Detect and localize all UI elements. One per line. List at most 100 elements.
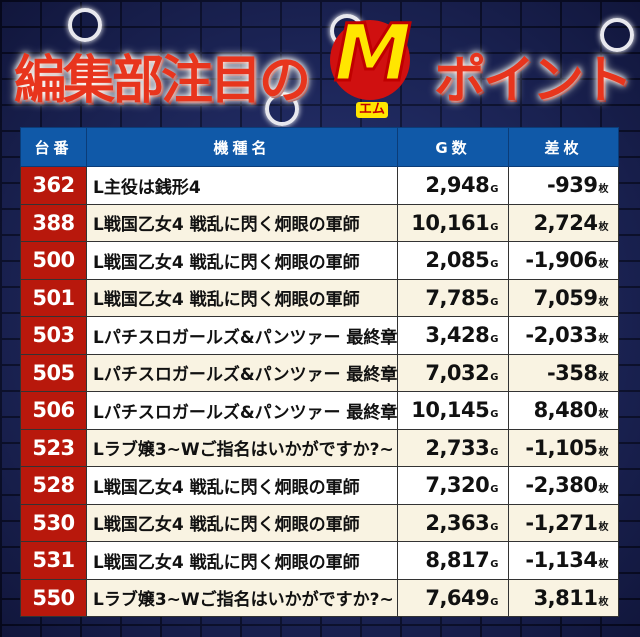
machine-number: 528: [20, 466, 87, 505]
diff-value: -1,105: [525, 435, 598, 460]
games-cell: 7,785G: [397, 278, 509, 317]
games-value: 7,649: [425, 585, 490, 610]
table-row: 505 Lパチスロガールズ&パンツァー 最終章 7,032G -358枚: [20, 353, 619, 392]
games-unit: G: [490, 521, 498, 533]
table-row: 388 L戦国乙女4 戦乱に閃く炯眼の軍師 10,161G 2,724枚: [20, 203, 619, 242]
table-row: 530 L戦国乙女4 戦乱に閃く炯眼の軍師 2,363G -1,271枚: [20, 503, 619, 542]
diff-cell: -1,105枚: [508, 428, 619, 467]
diff-value: 3,811: [533, 585, 598, 610]
games-value: 10,145: [411, 398, 490, 423]
table-header: 台番 機種名 G数 差枚: [20, 127, 619, 167]
diff-value: -1,906: [525, 248, 598, 273]
machine-name: Lパチスロガールズ&パンツァー 最終章: [86, 316, 398, 355]
m-logo: M エム: [312, 13, 430, 126]
games-unit: G: [490, 334, 498, 346]
diff-cell: -1,906枚: [508, 241, 619, 280]
machine-name: L戦国乙女4 戦乱に閃く炯眼の軍師: [86, 241, 398, 280]
machine-number: 523: [20, 428, 87, 467]
diff-unit: 枚: [598, 409, 609, 421]
machine-number: 388: [20, 203, 87, 242]
diff-unit: 枚: [598, 596, 609, 608]
machine-number: 530: [20, 503, 87, 542]
machine-name: L戦国乙女4 戦乱に閃く炯眼の軍師: [86, 466, 398, 505]
games-unit: G: [490, 409, 498, 421]
games-unit: G: [490, 221, 498, 233]
machine-number: 362: [20, 166, 87, 205]
table-row: 506 Lパチスロガールズ&パンツァー 最終章 10,145G 8,480枚: [20, 391, 619, 430]
diff-cell: 7,059枚: [508, 278, 619, 317]
diff-unit: 枚: [598, 559, 609, 571]
diff-cell: -1,134枚: [508, 541, 619, 580]
games-cell: 10,161G: [397, 203, 509, 242]
games-cell: 7,032G: [397, 353, 509, 392]
diff-unit: 枚: [598, 484, 609, 496]
diff-value: -358: [546, 360, 598, 385]
table-row: 528 L戦国乙女4 戦乱に閃く炯眼の軍師 7,320G -2,380枚: [20, 466, 619, 505]
games-value: 2,085: [425, 248, 490, 273]
diff-cell: 2,724枚: [508, 203, 619, 242]
games-value: 2,948: [425, 173, 490, 198]
diff-unit: 枚: [598, 221, 609, 233]
header-games: G数: [397, 127, 509, 167]
header-machine: 機種名: [86, 127, 398, 167]
diff-unit: 枚: [598, 296, 609, 308]
banner-title-right: ポイント: [434, 51, 633, 111]
games-cell: 7,649G: [397, 578, 509, 617]
games-cell: 7,320G: [397, 466, 509, 505]
diff-unit: 枚: [598, 334, 609, 346]
diff-unit: 枚: [598, 259, 609, 271]
machine-number: 506: [20, 391, 87, 430]
games-unit: G: [490, 371, 498, 383]
bullet-hole-icon: [600, 18, 634, 52]
machine-number: 500: [20, 241, 87, 280]
machine-name: Lパチスロガールズ&パンツァー 最終章: [86, 353, 398, 392]
games-unit: G: [490, 184, 498, 196]
bullet-hole-icon: [265, 92, 299, 126]
logo-circle: [330, 20, 411, 100]
diff-value: 2,724: [533, 210, 598, 235]
machine-name: L戦国乙女4 戦乱に閃く炯眼の軍師: [86, 203, 398, 242]
games-cell: 3,428G: [397, 316, 509, 355]
machine-name: L主役は銭形4: [86, 166, 398, 205]
games-cell: 2,733G: [397, 428, 509, 467]
header-diff: 差枚: [508, 127, 619, 167]
diff-value: 7,059: [533, 285, 598, 310]
games-unit: G: [490, 296, 498, 308]
machine-name: L戦国乙女4 戦乱に閃く炯眼の軍師: [86, 541, 398, 580]
diff-unit: 枚: [598, 446, 609, 458]
machine-name: L戦国乙女4 戦乱に閃く炯眼の軍師: [86, 278, 398, 317]
games-unit: G: [490, 446, 498, 458]
machine-number: 550: [20, 578, 87, 617]
diff-value: 8,480: [533, 398, 598, 423]
diff-cell: -2,380枚: [508, 466, 619, 505]
games-cell: 2,948G: [397, 166, 509, 205]
games-cell: 8,817G: [397, 541, 509, 580]
machine-number: 531: [20, 541, 87, 580]
games-value: 7,785: [425, 285, 490, 310]
header-number: 台番: [20, 127, 87, 167]
games-cell: 2,363G: [397, 503, 509, 542]
diff-unit: 枚: [598, 371, 609, 383]
diff-unit: 枚: [598, 521, 609, 533]
games-unit: G: [490, 596, 498, 608]
games-value: 8,817: [425, 548, 490, 573]
diff-cell: 8,480枚: [508, 391, 619, 430]
diff-cell: -1,271枚: [508, 503, 619, 542]
table-row: 500 L戦国乙女4 戦乱に閃く炯眼の軍師 2,085G -1,906枚: [20, 241, 619, 280]
diff-unit: 枚: [598, 184, 609, 196]
games-value: 7,032: [425, 360, 490, 385]
games-value: 2,733: [425, 435, 490, 460]
games-value: 2,363: [425, 510, 490, 535]
machine-name: L戦国乙女4 戦乱に閃く炯眼の軍師: [86, 503, 398, 542]
logo-sub: エム: [356, 102, 389, 118]
games-value: 7,320: [425, 473, 490, 498]
table-row: 501 L戦国乙女4 戦乱に閃く炯眼の軍師 7,785G 7,059枚: [20, 278, 619, 317]
diff-value: -1,271: [525, 510, 598, 535]
games-unit: G: [490, 559, 498, 571]
table-row: 531 L戦国乙女4 戦乱に閃く炯眼の軍師 8,817G -1,134枚: [20, 541, 619, 580]
diff-value: -2,380: [525, 473, 598, 498]
diff-cell: -2,033枚: [508, 316, 619, 355]
diff-value: -1,134: [525, 548, 598, 573]
table-row: 503 Lパチスロガールズ&パンツァー 最終章 3,428G -2,033枚: [20, 316, 619, 355]
diff-cell: 3,811枚: [508, 578, 619, 617]
